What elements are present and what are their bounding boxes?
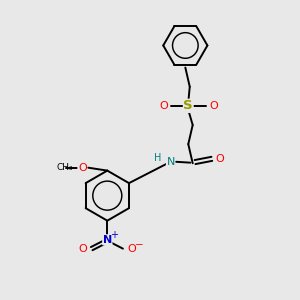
- Text: N: N: [103, 235, 112, 245]
- Text: O: O: [78, 244, 87, 254]
- Text: O: O: [209, 101, 218, 111]
- Text: N: N: [167, 157, 175, 167]
- Text: O: O: [159, 101, 168, 111]
- Text: H: H: [154, 153, 161, 163]
- Text: O: O: [128, 244, 136, 254]
- Text: O: O: [216, 154, 224, 164]
- Text: −: −: [134, 240, 143, 250]
- Text: CH₃: CH₃: [56, 163, 73, 172]
- Text: +: +: [110, 230, 118, 239]
- Text: S: S: [184, 99, 193, 112]
- Text: O: O: [78, 163, 87, 173]
